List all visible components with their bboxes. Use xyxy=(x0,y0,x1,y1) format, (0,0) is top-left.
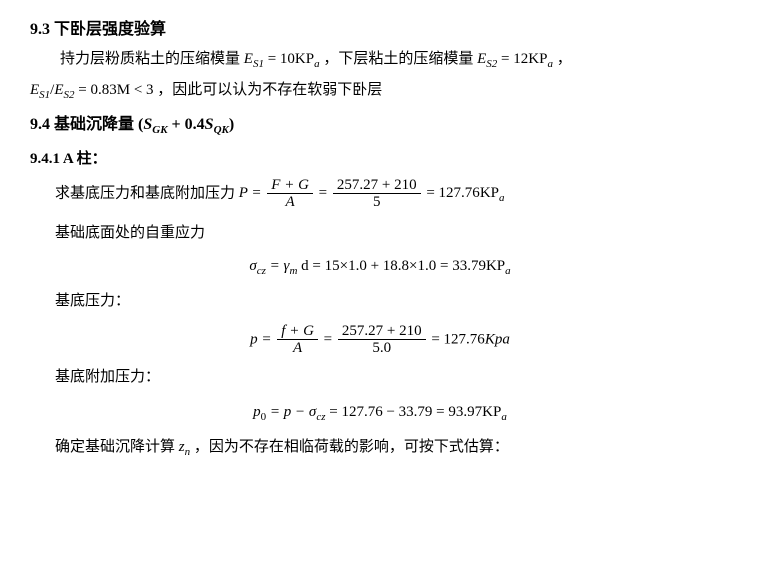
heading-9-4-1: 9.4.1 A 柱： xyxy=(30,147,730,173)
sec941-text-5a: 确定基础沉降计算 xyxy=(55,439,175,455)
sec941-eq4: p0 = p − σcz = 127.76 − 33.79 = 93.97KPa xyxy=(30,400,730,427)
sec93-text-2: ，下层粘土的压缩模量 xyxy=(323,51,473,67)
sec93-text-1: 持力层粉质粘土的压缩模量 xyxy=(60,51,240,67)
sec941-label1: 求基底压力和基底附加压力 xyxy=(55,185,235,201)
page-root: 9.3 下卧层强度验算 持力层粉质粘土的压缩模量 ES1 = 10KPa ，下层… xyxy=(0,0,760,476)
sec93-text-4: ，因此可以认为不存在软弱下卧层 xyxy=(157,82,382,98)
sec941-zn: zn xyxy=(179,439,194,455)
sec93-para1: 持力层粉质粘土的压缩模量 ES1 = 10KPa ，下层粘土的压缩模量 ES2 … xyxy=(30,47,730,74)
sec941-label4: 基底附加压力： xyxy=(55,365,730,391)
sec93-para2: ES1/ES2 = 0.83M < 3 ，因此可以认为不存在软弱下卧层 xyxy=(30,78,730,105)
sec941-label2: 基础底面处的自重应力 xyxy=(55,221,730,247)
sec941-eq2: σcz = γm d = 15×1.0 + 18.8×1.0 = 33.79KP… xyxy=(30,254,730,281)
sec941-eq3: p = f + GA = 257.27 + 2105.0 = 127.76Kpa xyxy=(30,323,730,357)
sec941-eq1: P = F + GA = 257.27 + 2105 = 127.76KPa xyxy=(239,185,505,201)
sec941-line1: 求基底压力和基底附加压力 P = F + GA = 257.27 + 2105 … xyxy=(55,177,730,211)
heading-9-3: 9.3 下卧层强度验算 xyxy=(30,16,730,43)
sec941-line5: 确定基础沉降计算 zn ，因为不存在相临荷载的影响，可按下式估算： xyxy=(55,435,730,462)
sec941-label3: 基底压力： xyxy=(55,289,730,315)
sec93-ratio: ES1/ES2 = 0.83M < 3 xyxy=(30,82,157,98)
heading-9-4: 9.4 基础沉降量 (SGK + 0.4SQK) xyxy=(30,111,730,140)
sec93-text-3: ， xyxy=(557,51,572,67)
sec93-Es1: ES1 = 10KPa xyxy=(244,51,324,67)
sec941-text-5b: ，因为不存在相临荷载的影响，可按下式估算： xyxy=(194,439,509,455)
sec93-Es2: ES2 = 12KPa xyxy=(477,51,557,67)
